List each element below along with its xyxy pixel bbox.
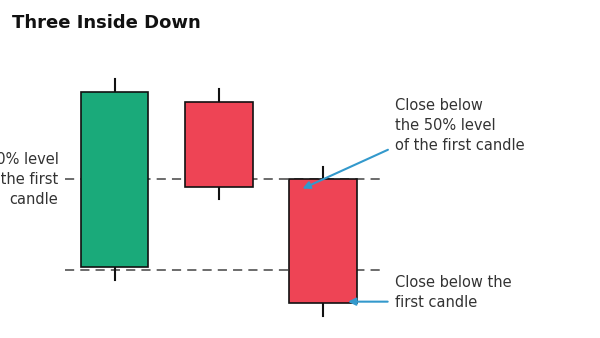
Bar xyxy=(289,179,356,303)
Bar xyxy=(185,102,253,187)
Text: Close below the
first candle: Close below the first candle xyxy=(395,275,512,310)
Text: 50% level
of the first
candle: 50% level of the first candle xyxy=(0,152,58,207)
Text: Three Inside Down: Three Inside Down xyxy=(12,14,200,32)
Bar xyxy=(80,92,148,267)
Text: Close below
the 50% level
of the first candle: Close below the 50% level of the first c… xyxy=(395,98,524,153)
